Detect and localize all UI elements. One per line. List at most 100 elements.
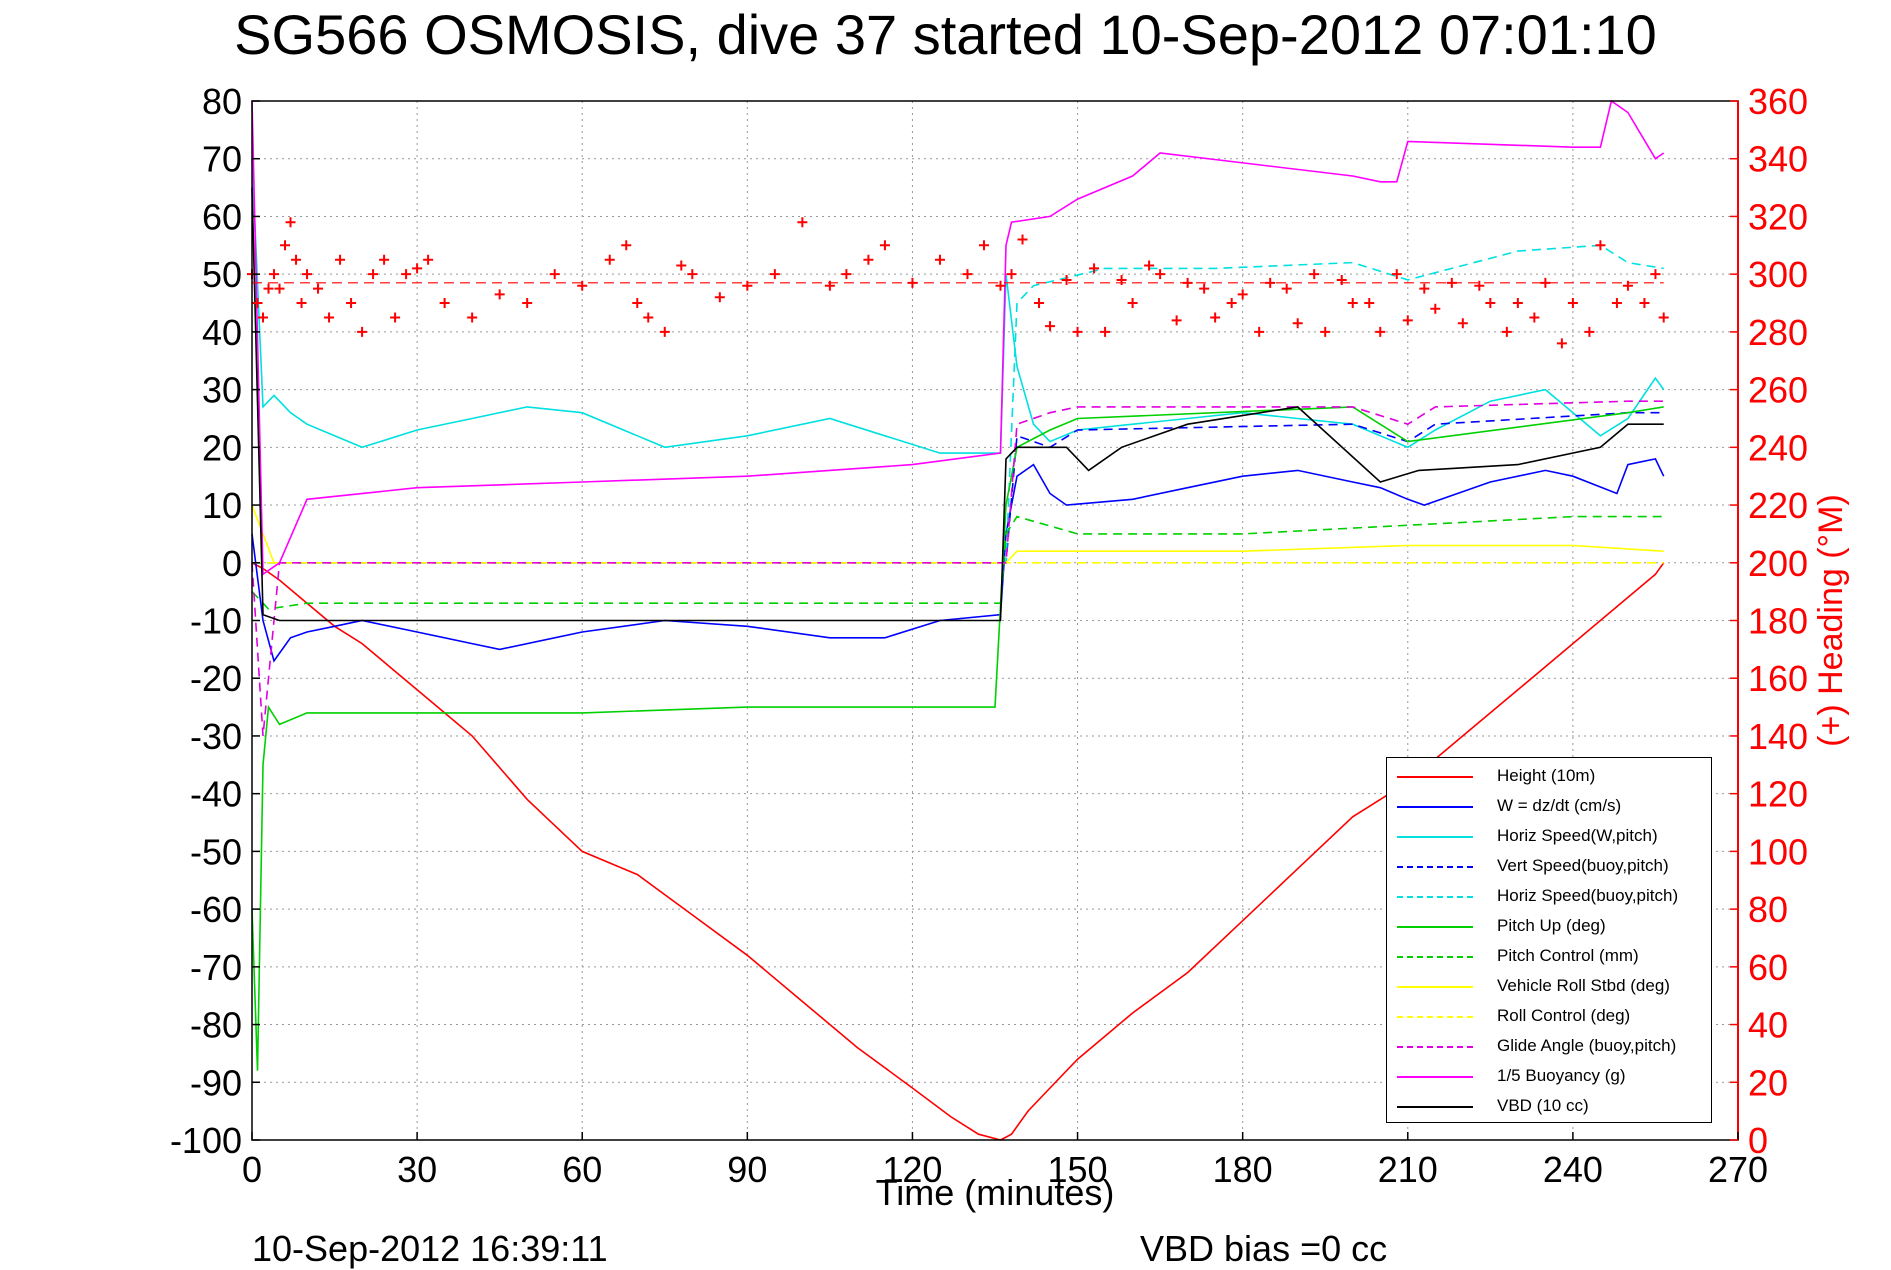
legend-item: Pitch Control (mm): [1387, 942, 1711, 972]
heading-point: [1567, 298, 1578, 309]
heading-point: [1402, 315, 1413, 326]
heading-point: [1529, 312, 1540, 323]
legend-item: Vehicle Roll Stbd (deg): [1387, 972, 1711, 1002]
heading-point: [296, 298, 307, 309]
legend-label: Vert Speed(buoy,pitch): [1497, 856, 1669, 875]
series-lines: [251, 99, 1665, 1141]
x-tick-label: 240: [1543, 1149, 1603, 1190]
y-tick-label-right: 360: [1748, 81, 1808, 122]
y-tick-label-right: 40: [1748, 1005, 1788, 1046]
heading-point: [313, 283, 324, 294]
series-line: [251, 457, 1665, 663]
legend-item: Glide Angle (buoy,pitch): [1387, 1032, 1711, 1062]
heading-point: [522, 298, 533, 309]
heading-point: [687, 269, 698, 280]
heading-point: [412, 263, 423, 274]
heading-point: [1457, 318, 1468, 329]
heading-point: [1034, 298, 1045, 309]
y-tick-label-left: -20: [190, 658, 242, 699]
y-tick-label-left: 60: [202, 196, 242, 237]
legend-swatch: [1397, 956, 1473, 958]
legend-label: W = dz/dt (cm/s): [1497, 796, 1622, 815]
heading-point: [269, 269, 280, 280]
heading-point: [1430, 303, 1441, 314]
heading-point: [379, 254, 390, 265]
heading-point: [1127, 298, 1138, 309]
heading-point: [962, 269, 973, 280]
x-tick-label: 120: [882, 1149, 942, 1190]
y-tick-label-left: -50: [190, 831, 242, 872]
x-tick-label: 30: [397, 1149, 437, 1190]
heading-point: [1045, 321, 1056, 332]
y-tick-label-left: -100: [170, 1120, 242, 1161]
heading-point: [621, 240, 632, 251]
heading-point: [439, 298, 450, 309]
heading-point: [1512, 298, 1523, 309]
heading-point: [549, 269, 560, 280]
legend-swatch: [1397, 1076, 1473, 1078]
heading-point: [1556, 338, 1567, 349]
heading-point: [1639, 298, 1650, 309]
heading-point: [1171, 315, 1182, 326]
series-line: [251, 504, 1664, 564]
heading-point: [995, 280, 1006, 291]
heading-point: [1017, 234, 1028, 245]
heading-point: [1658, 312, 1669, 323]
y-tick-label-left: 0: [222, 543, 242, 584]
heading-point: [423, 254, 434, 265]
heading-point: [676, 260, 687, 271]
heading-point: [258, 312, 269, 323]
heading-point: [934, 254, 945, 265]
legend-label: VBD (10 cc): [1497, 1096, 1589, 1115]
heading-point: [1622, 280, 1633, 291]
heading-point: [401, 269, 412, 280]
heading-point: [1265, 277, 1276, 288]
heading-point: [1144, 260, 1155, 271]
heading-point: [285, 217, 296, 228]
heading-point: [1540, 277, 1551, 288]
y-tick-label-right: 180: [1748, 601, 1808, 642]
heading-point: [1199, 283, 1210, 294]
legend-item: Horiz Speed(W,pitch): [1387, 822, 1711, 852]
x-tick-label: 210: [1378, 1149, 1438, 1190]
heading-markers: [247, 217, 1669, 349]
x-tick-label: 270: [1708, 1149, 1768, 1190]
heading-point: [604, 254, 615, 265]
heading-point: [274, 283, 285, 294]
heading-point: [1347, 298, 1358, 309]
legend-label: Height (10m): [1497, 766, 1596, 785]
heading-point: [1391, 269, 1402, 280]
x-axis-label: Time (minutes): [876, 1172, 1115, 1213]
y-tick-label-left: -30: [190, 716, 242, 757]
heading-point: [1595, 240, 1606, 251]
y-tick-label-right: 160: [1748, 658, 1808, 699]
legend-item: W = dz/dt (cm/s): [1387, 792, 1711, 822]
legend-swatch: [1397, 806, 1473, 808]
legend-swatch: [1397, 986, 1473, 988]
heading-point: [1364, 298, 1375, 309]
heading-point: [1281, 283, 1292, 294]
series-line: [251, 158, 1665, 454]
series-line: [252, 411, 1664, 564]
heading-point: [1650, 269, 1661, 280]
series-line: [251, 99, 1665, 576]
y-tick-label-right: 60: [1748, 947, 1788, 988]
x-tick-label: 60: [562, 1149, 602, 1190]
legend-label: Horiz Speed(buoy,pitch): [1497, 886, 1679, 905]
y-tick-label-right: 240: [1748, 427, 1808, 468]
legend-swatch: [1397, 1016, 1473, 1018]
heading-point: [769, 269, 780, 280]
y-tick-label-left: 40: [202, 312, 242, 353]
series-line: [251, 406, 1664, 1071]
legend-item: Roll Control (deg): [1387, 1002, 1711, 1032]
series-line: [251, 562, 1665, 1141]
y-tick-label-left: 50: [202, 254, 242, 295]
heading-point: [357, 326, 368, 337]
heading-point: [797, 217, 808, 228]
heading-point: [1474, 280, 1485, 291]
heading-point: [1485, 298, 1496, 309]
chart-legend: Height (10m) W = dz/dt (cm/s) Horiz Speed(…: [1386, 757, 1712, 1123]
heading-point: [467, 312, 478, 323]
heading-point: [1584, 326, 1595, 337]
